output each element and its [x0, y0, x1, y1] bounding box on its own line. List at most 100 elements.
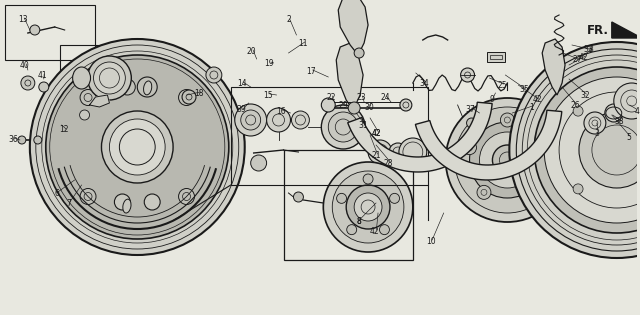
Text: 19: 19: [264, 59, 275, 67]
Polygon shape: [338, 0, 368, 55]
Text: 5: 5: [627, 133, 632, 141]
Text: 33: 33: [583, 45, 593, 54]
Ellipse shape: [143, 81, 152, 95]
Text: 22: 22: [326, 93, 336, 101]
Text: 8: 8: [356, 216, 361, 226]
Circle shape: [500, 113, 515, 127]
Text: 29: 29: [338, 100, 348, 110]
Circle shape: [368, 140, 392, 164]
Circle shape: [492, 145, 522, 175]
Circle shape: [30, 39, 244, 255]
Circle shape: [182, 90, 196, 104]
Circle shape: [79, 110, 90, 120]
Text: 31: 31: [358, 121, 368, 129]
Text: 4: 4: [635, 106, 639, 116]
Polygon shape: [336, 43, 363, 110]
Circle shape: [380, 225, 389, 235]
Circle shape: [573, 106, 583, 116]
Circle shape: [267, 108, 291, 132]
Text: 28: 28: [384, 158, 394, 168]
Text: 3: 3: [595, 129, 600, 138]
Circle shape: [109, 119, 165, 175]
Text: 42: 42: [372, 129, 381, 138]
Circle shape: [80, 89, 96, 106]
Circle shape: [179, 188, 195, 204]
Circle shape: [479, 132, 535, 188]
Circle shape: [467, 118, 477, 128]
Circle shape: [400, 99, 412, 111]
Circle shape: [251, 155, 267, 171]
Bar: [231, 87, 428, 185]
Circle shape: [332, 171, 404, 243]
Text: 14: 14: [237, 78, 246, 88]
Circle shape: [328, 112, 358, 142]
Bar: [488, 52, 506, 62]
Text: 41: 41: [38, 71, 47, 79]
Text: 18: 18: [194, 89, 204, 98]
Text: 16: 16: [276, 106, 286, 116]
Circle shape: [321, 105, 365, 149]
Circle shape: [584, 112, 606, 134]
Text: 35: 35: [519, 85, 529, 94]
Circle shape: [399, 138, 427, 166]
Circle shape: [138, 77, 157, 97]
Text: 9: 9: [490, 95, 494, 105]
Circle shape: [470, 122, 545, 198]
Circle shape: [445, 98, 569, 222]
Circle shape: [347, 225, 356, 235]
Ellipse shape: [123, 199, 131, 213]
Circle shape: [115, 194, 131, 210]
Circle shape: [614, 83, 640, 119]
Circle shape: [30, 25, 40, 35]
Text: 6: 6: [54, 188, 60, 198]
Circle shape: [241, 110, 260, 130]
Circle shape: [34, 136, 42, 144]
Text: FR.: FR.: [587, 24, 609, 37]
Circle shape: [524, 185, 538, 199]
Text: 30: 30: [364, 102, 374, 112]
Text: 38: 38: [615, 117, 625, 127]
Text: 42: 42: [372, 129, 381, 138]
Bar: [5, 5, 95, 60]
Polygon shape: [612, 22, 640, 38]
Text: 34: 34: [420, 78, 429, 88]
Bar: [60, 45, 159, 135]
Circle shape: [323, 162, 413, 252]
Circle shape: [80, 188, 96, 204]
Polygon shape: [415, 110, 562, 180]
Text: 1: 1: [529, 102, 534, 112]
Bar: [284, 150, 413, 260]
Text: 39: 39: [237, 106, 246, 114]
Circle shape: [18, 136, 26, 144]
Text: 11: 11: [298, 38, 308, 48]
Circle shape: [88, 56, 131, 100]
Text: 21: 21: [371, 151, 381, 159]
Circle shape: [477, 185, 491, 199]
Circle shape: [21, 76, 35, 90]
Circle shape: [461, 68, 474, 82]
Circle shape: [235, 104, 267, 136]
Polygon shape: [542, 39, 565, 95]
Text: 8: 8: [589, 45, 594, 54]
Ellipse shape: [72, 67, 90, 89]
Circle shape: [348, 102, 360, 114]
Circle shape: [454, 107, 560, 213]
Circle shape: [144, 194, 160, 210]
Text: 15: 15: [264, 90, 273, 100]
Circle shape: [605, 104, 623, 122]
Text: 2: 2: [287, 15, 291, 25]
Circle shape: [206, 67, 222, 83]
Circle shape: [354, 193, 382, 221]
Text: 10: 10: [426, 237, 435, 245]
Circle shape: [463, 140, 476, 155]
Circle shape: [337, 193, 347, 203]
Circle shape: [544, 77, 640, 223]
Circle shape: [46, 55, 229, 239]
Circle shape: [389, 143, 407, 161]
Circle shape: [346, 185, 390, 229]
Circle shape: [93, 62, 125, 94]
Text: 23: 23: [356, 93, 366, 101]
Circle shape: [120, 79, 135, 95]
Text: 37: 37: [465, 105, 476, 113]
Circle shape: [294, 192, 303, 202]
